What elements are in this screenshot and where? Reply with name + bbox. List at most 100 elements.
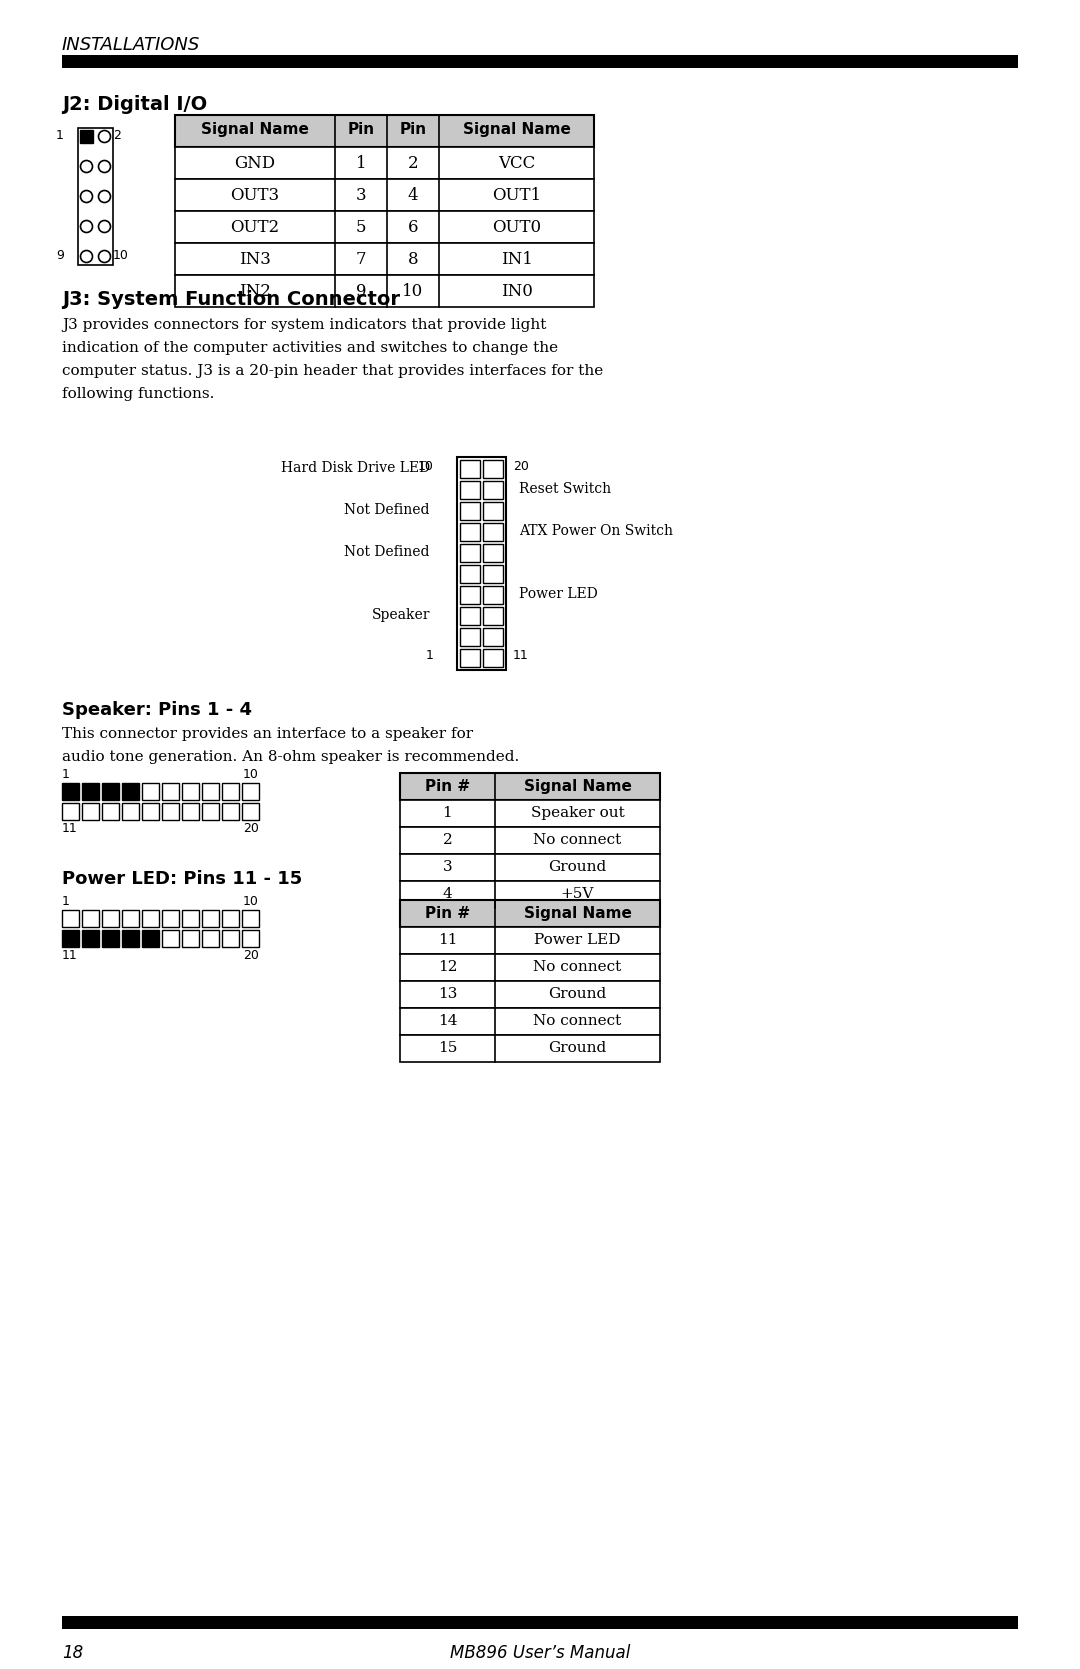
Text: 10: 10 — [113, 249, 129, 262]
Text: 2: 2 — [407, 155, 418, 172]
Text: Signal Name: Signal Name — [524, 906, 632, 921]
Bar — [122, 910, 139, 926]
Text: Signal Name: Signal Name — [201, 122, 309, 137]
Bar — [460, 461, 480, 477]
Text: IN0: IN0 — [500, 284, 532, 300]
Text: INSTALLATIONS: INSTALLATIONS — [62, 37, 200, 53]
Bar — [483, 608, 503, 624]
Text: 10: 10 — [403, 284, 423, 300]
Bar — [483, 566, 503, 582]
Bar — [175, 210, 594, 244]
Text: 12: 12 — [437, 960, 457, 975]
Bar — [460, 481, 480, 499]
Bar — [162, 803, 179, 819]
Bar — [400, 1035, 660, 1061]
Bar — [141, 930, 159, 946]
Bar — [483, 649, 503, 668]
Text: Power LED: Power LED — [535, 933, 621, 946]
Text: OUT1: OUT1 — [491, 187, 541, 204]
Text: 20: 20 — [243, 950, 259, 961]
Bar — [242, 803, 259, 819]
Text: 10: 10 — [243, 895, 259, 908]
Bar — [183, 910, 199, 926]
Text: No connect: No connect — [534, 1015, 622, 1028]
Bar — [242, 930, 259, 946]
Text: 10: 10 — [243, 768, 259, 781]
Bar — [62, 803, 79, 819]
Text: indication of the computer activities and switches to change the: indication of the computer activities an… — [62, 340, 558, 355]
Text: 7: 7 — [355, 250, 366, 269]
Bar — [460, 544, 480, 562]
Text: 20: 20 — [243, 823, 259, 834]
Bar — [222, 910, 239, 926]
Bar — [460, 502, 480, 521]
Bar — [483, 461, 503, 477]
Bar — [141, 910, 159, 926]
Text: Ground: Ground — [549, 1041, 607, 1055]
Text: 5: 5 — [355, 219, 366, 235]
Text: 10: 10 — [418, 461, 434, 472]
Text: J3 provides connectors for system indicators that provide light: J3 provides connectors for system indica… — [62, 319, 546, 332]
Text: OUT2: OUT2 — [230, 219, 280, 235]
Bar — [175, 275, 594, 307]
Text: 18: 18 — [62, 1644, 83, 1662]
Text: Speaker: Pins 1 - 4: Speaker: Pins 1 - 4 — [62, 701, 252, 719]
Text: IN3: IN3 — [239, 250, 271, 269]
Text: No connect: No connect — [534, 833, 622, 846]
Text: 13: 13 — [437, 986, 457, 1001]
Text: Hard Disk Drive LED: Hard Disk Drive LED — [281, 461, 430, 476]
Bar — [460, 628, 480, 646]
Bar — [400, 926, 660, 955]
Text: 1: 1 — [62, 895, 70, 908]
Text: 11: 11 — [437, 933, 457, 946]
Bar — [122, 930, 139, 946]
Bar — [460, 522, 480, 541]
Text: 11: 11 — [62, 950, 78, 961]
Bar — [82, 803, 99, 819]
Bar — [400, 881, 660, 908]
Bar — [400, 1008, 660, 1035]
Bar — [175, 179, 594, 210]
Text: Signal Name: Signal Name — [524, 779, 632, 794]
Text: Pin: Pin — [348, 122, 375, 137]
Text: J3: System Function Connector: J3: System Function Connector — [62, 290, 400, 309]
Text: OUT3: OUT3 — [230, 187, 280, 204]
Bar — [483, 481, 503, 499]
Bar — [122, 783, 139, 799]
Bar — [400, 900, 660, 926]
Bar — [400, 828, 660, 855]
Text: Ground: Ground — [549, 860, 607, 875]
Bar — [460, 649, 480, 668]
Bar — [202, 783, 219, 799]
Bar — [222, 803, 239, 819]
Text: 1: 1 — [427, 649, 434, 663]
Text: 6: 6 — [408, 219, 418, 235]
Bar — [162, 930, 179, 946]
Text: +5V: +5V — [561, 886, 594, 901]
Text: 15: 15 — [437, 1041, 457, 1055]
Bar — [222, 783, 239, 799]
Text: Speaker: Speaker — [372, 608, 430, 623]
Text: Not Defined: Not Defined — [345, 502, 430, 517]
Text: 11: 11 — [62, 823, 78, 834]
Bar — [483, 586, 503, 604]
Bar — [202, 910, 219, 926]
Text: J2: Digital I/O: J2: Digital I/O — [62, 95, 207, 113]
Bar — [102, 803, 119, 819]
Text: Pin #: Pin # — [424, 779, 470, 794]
Bar — [82, 783, 99, 799]
Bar — [122, 803, 139, 819]
Bar — [62, 910, 79, 926]
Bar — [483, 628, 503, 646]
Text: Power LED: Pins 11 - 15: Power LED: Pins 11 - 15 — [62, 870, 302, 888]
Bar — [162, 783, 179, 799]
Text: Pin #: Pin # — [424, 906, 470, 921]
Text: IN2: IN2 — [239, 284, 271, 300]
Text: 3: 3 — [443, 860, 453, 875]
Text: No connect: No connect — [534, 960, 622, 975]
Bar — [400, 855, 660, 881]
Bar — [183, 930, 199, 946]
Text: 8: 8 — [407, 250, 418, 269]
Bar — [483, 544, 503, 562]
Text: 9: 9 — [355, 284, 366, 300]
